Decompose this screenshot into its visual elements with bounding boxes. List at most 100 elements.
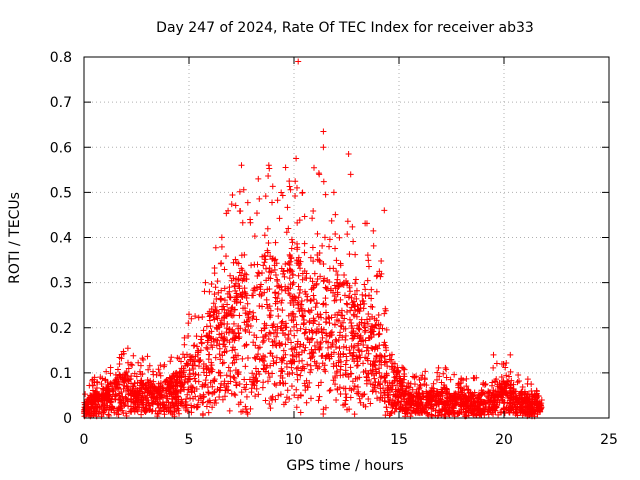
data-point [137,362,144,369]
data-point [286,395,293,402]
data-point [221,297,228,304]
data-point [378,353,385,360]
data-point [482,400,489,407]
data-point [343,344,350,351]
data-point [219,306,226,313]
data-point [377,357,384,364]
data-point [186,367,193,374]
data-point [324,344,331,351]
data-point [243,342,250,349]
data-point [398,404,405,411]
data-point [265,240,272,247]
data-point [380,385,387,392]
data-point [462,392,469,399]
data-point [259,384,266,391]
data-point [184,391,191,398]
y-tick-labels: 0 0.1 0.2 0.3 0.4 0.5 0.6 0.7 0.8 [50,50,72,427]
data-point [297,409,304,416]
data-point [248,262,255,269]
data-point [278,368,285,375]
data-point [365,344,372,351]
data-point [429,394,436,401]
data-point [347,394,354,401]
data-point [397,401,404,408]
data-point [269,256,276,263]
data-point [155,410,162,417]
data-point [253,210,260,217]
data-point [293,404,300,411]
data-point [267,350,274,357]
data-point [464,398,471,405]
data-point [330,363,337,370]
data-point [93,385,100,392]
data-point [363,380,370,387]
data-point [239,219,246,226]
data-point [145,383,152,390]
data-point [503,390,510,397]
x-tick-label: 25 [600,432,618,448]
data-point [294,327,301,334]
data-point [223,348,230,355]
data-point [343,277,350,284]
data-point [348,343,355,350]
data-point [128,361,135,368]
data-point [244,300,251,307]
grid-lines [84,57,609,418]
data-point [341,292,348,299]
data-point [206,317,213,324]
data-point [189,362,196,369]
data-point [468,396,475,403]
data-point [202,279,209,286]
data-point [491,391,498,398]
data-point [245,316,252,323]
data-point [207,323,214,330]
data-point [393,373,400,380]
data-point [184,360,191,367]
data-point [183,404,190,411]
data-point [518,407,525,414]
data-point [272,289,279,296]
data-point [462,408,469,415]
data-point [333,369,340,376]
data-point [434,391,441,398]
data-point [177,382,184,389]
data-point [244,199,251,206]
data-point [270,358,277,365]
data-point [386,352,393,359]
data-point [104,378,111,385]
data-point [212,396,219,403]
data-point [221,314,228,321]
data-point [232,392,239,399]
data-point [411,374,418,381]
data-point [252,365,259,372]
data-point [164,395,171,402]
data-point [267,330,274,337]
data-point [471,402,478,409]
data-point [330,189,337,196]
data-point [235,352,242,359]
data-point [488,382,495,389]
data-point [218,330,225,337]
data-point [227,272,234,279]
data-point [229,328,236,335]
data-point [307,355,314,362]
data-point [292,193,299,200]
data-point [173,388,180,395]
data-point [297,341,304,348]
data-point [478,410,485,417]
data-point [211,378,218,385]
data-point [265,335,272,342]
data-point [328,217,335,224]
data-point [285,225,292,232]
data-point [227,368,234,375]
data-point [173,397,180,404]
data-point [285,312,292,319]
data-point [241,270,248,277]
data-point [263,265,270,272]
data-point [260,262,267,269]
data-point [362,220,369,227]
data-point [192,353,199,360]
data-point [233,296,240,303]
data-point [358,319,365,326]
